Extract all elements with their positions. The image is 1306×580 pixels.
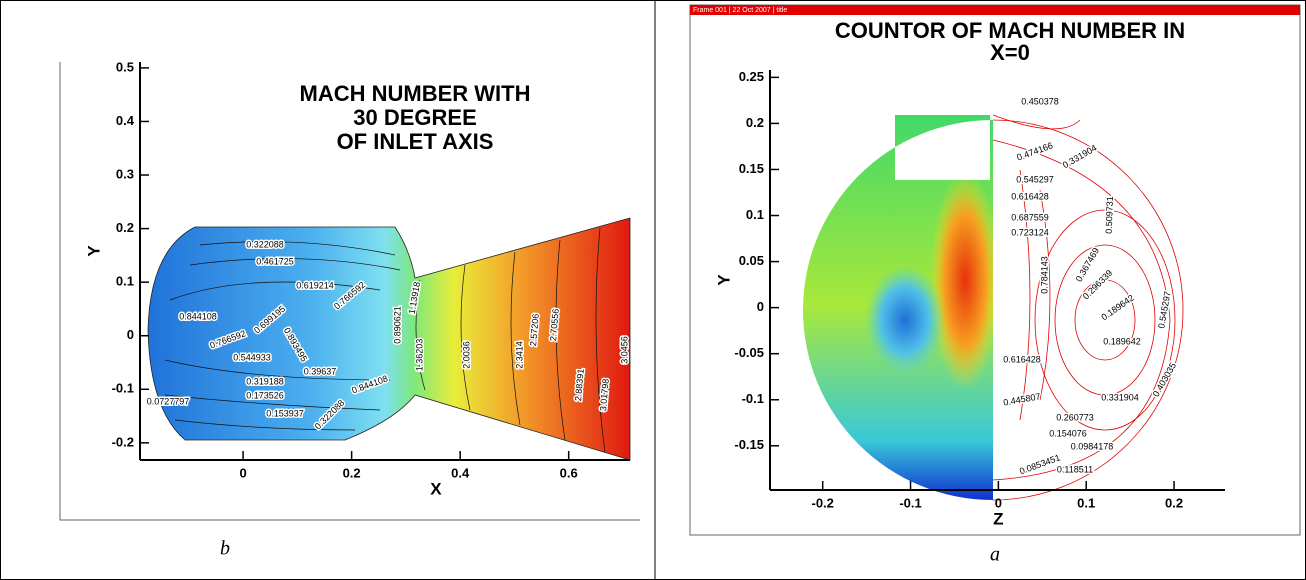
contour-label: 0.118511 bbox=[1057, 464, 1093, 474]
y-tick-label: 0.2 bbox=[746, 115, 764, 130]
contour-label: 0.474166 bbox=[1015, 140, 1054, 162]
contour-label: 0.723124 bbox=[1011, 227, 1049, 237]
mach-field bbox=[790, 110, 1000, 510]
contour-label: 0.39637 bbox=[304, 366, 337, 376]
chart-title: MACH NUMBER WITH bbox=[300, 81, 531, 106]
contour-label: 0.509731 bbox=[1104, 196, 1115, 234]
y-tick-label: 0.5 bbox=[116, 59, 134, 74]
contour-label: 0.173526 bbox=[246, 390, 284, 400]
contour-label: 0.844108 bbox=[179, 311, 217, 321]
contour-label: 0.331904 bbox=[1101, 392, 1139, 402]
contour-label: 0.0727797 bbox=[147, 396, 190, 406]
contour-label: 2.3414 bbox=[514, 341, 524, 369]
y-axis-label: Y bbox=[84, 245, 103, 257]
y-tick-label: -0.15 bbox=[734, 437, 764, 452]
y-tick-label: 0.2 bbox=[116, 220, 134, 235]
caption: b bbox=[220, 538, 230, 560]
x-tick-label: 0.1 bbox=[1077, 495, 1095, 510]
contour-label: 0.544933 bbox=[233, 352, 271, 362]
x-tick-label: 0.4 bbox=[451, 465, 470, 480]
y-tick-label: -0.1 bbox=[742, 391, 764, 406]
y-tick-label: 0.1 bbox=[746, 207, 764, 222]
contour-label: 0.154076 bbox=[1049, 428, 1087, 438]
contour-label: 0.545297 bbox=[1016, 174, 1054, 184]
y-tick-label: -0.1 bbox=[112, 381, 134, 396]
contour-label: 0.189642 bbox=[1103, 336, 1141, 346]
y-axis-label: Y bbox=[714, 274, 733, 286]
y-tick-label: -0.2 bbox=[112, 434, 134, 449]
contour-label: 0.616428 bbox=[1003, 354, 1041, 364]
x-tick-label: 0 bbox=[239, 465, 246, 480]
y-tick-label: 0 bbox=[127, 327, 134, 342]
contour-label: 0.619214 bbox=[296, 280, 334, 290]
x-tick-label: 0.6 bbox=[560, 465, 578, 480]
contour-label: 0.322088 bbox=[246, 239, 284, 249]
contour-label: 0.784143 bbox=[1039, 256, 1049, 294]
chart-title: OF INLET AXIS bbox=[337, 129, 494, 154]
x-tick-label: 0 bbox=[995, 495, 1002, 510]
caption: a bbox=[990, 544, 1000, 566]
contour-label: 0.450378 bbox=[1021, 96, 1059, 106]
contour-label: 2.0036 bbox=[461, 341, 471, 369]
x-tick-label: 0.2 bbox=[343, 465, 361, 480]
frame-header: Frame 001 | 22 Oct 2007 | title bbox=[693, 7, 787, 14]
y-tick-label: 0 bbox=[757, 299, 764, 314]
x-tick-label: -0.2 bbox=[811, 495, 833, 510]
chart-title: 30 DEGREE bbox=[353, 105, 477, 130]
figure: 0 0.2 0.4 0.6 -0.2 -0.1 0 0.1 0.2 0.3 0.4 0.5 X Y MACH… bbox=[0, 0, 1306, 580]
contour-label: 0.0853451 bbox=[1018, 452, 1061, 476]
contour-label: 1.36203 bbox=[414, 339, 424, 372]
y-tick-label: -0.05 bbox=[734, 345, 764, 360]
x-axis-label: X bbox=[430, 479, 442, 498]
y-tick-label: 0.3 bbox=[116, 166, 134, 181]
contour-label: 0.445807 bbox=[1003, 391, 1042, 407]
x-axis-label: Z bbox=[993, 509, 1003, 528]
chart-title: X=0 bbox=[990, 40, 1030, 65]
y-tick-label: 0.4 bbox=[116, 113, 135, 128]
contour-label: 0.319188 bbox=[246, 376, 284, 386]
contour-label: 0.260773 bbox=[1056, 412, 1094, 422]
contour-label: 0.616428 bbox=[1011, 191, 1049, 201]
contour-label: 0.461725 bbox=[256, 256, 294, 266]
x-tick-label: 0.2 bbox=[1165, 495, 1183, 510]
y-tick-label: 0.05 bbox=[739, 253, 764, 268]
contour-label: 0.331904 bbox=[1061, 143, 1099, 170]
contour-label: 3.0456 bbox=[619, 336, 629, 364]
x-tick-label: -0.1 bbox=[899, 495, 921, 510]
y-tick-label: 0.15 bbox=[739, 161, 764, 176]
y-tick-label: 0.1 bbox=[116, 274, 134, 289]
y-tick-label: 0.25 bbox=[739, 69, 764, 84]
contour-label: 0.153937 bbox=[266, 408, 304, 418]
contour-label: 0.189642 bbox=[1099, 293, 1135, 323]
contour-label: 0.0984178 bbox=[1071, 441, 1114, 451]
contour-label: 0.890621 bbox=[392, 306, 402, 344]
contour-label: 0.687559 bbox=[1011, 212, 1049, 222]
image-border bbox=[690, 5, 1300, 535]
